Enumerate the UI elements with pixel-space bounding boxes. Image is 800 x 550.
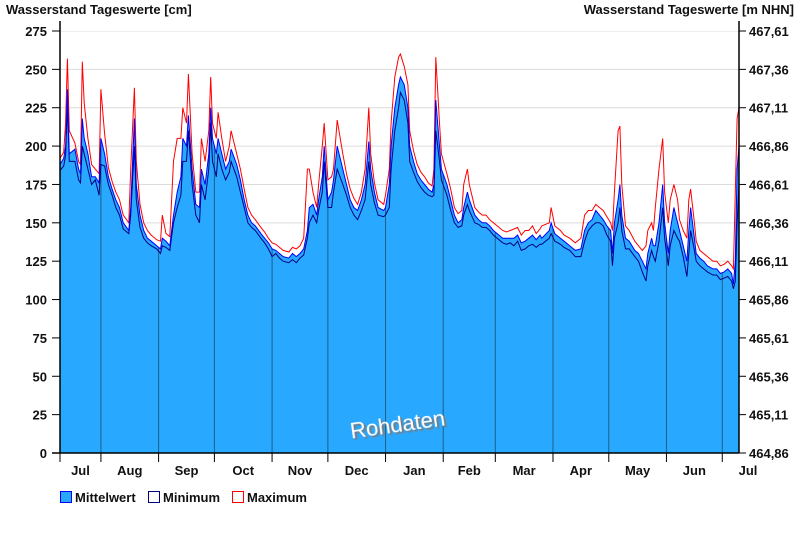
month-label: Dec bbox=[345, 463, 369, 478]
y2-tick-label: 467,36 bbox=[749, 62, 789, 77]
y2-tick-label: 466,61 bbox=[749, 177, 789, 192]
month-label: May bbox=[625, 463, 651, 478]
y2-tick-label: 467,11 bbox=[749, 101, 788, 116]
y2-tick-label: 465,11 bbox=[749, 408, 788, 423]
month-label: Jan bbox=[403, 463, 425, 478]
month-label: Sep bbox=[175, 463, 199, 478]
month-label: Apr bbox=[570, 463, 592, 478]
left-axis-title: Wasserstand Tageswerte [cm] bbox=[6, 2, 192, 17]
y-tick-label: 275 bbox=[25, 24, 47, 39]
legend-swatch-min bbox=[148, 491, 160, 503]
y-tick-label: 250 bbox=[25, 62, 47, 77]
y2-tick-label: 466,86 bbox=[749, 139, 789, 154]
y-tick-label: 0 bbox=[40, 446, 47, 461]
y-tick-label: 25 bbox=[33, 408, 47, 423]
legend-label-mean: Mittelwert bbox=[75, 490, 136, 505]
mean-line bbox=[59, 75, 740, 285]
legend-label-max: Maximum bbox=[247, 490, 307, 505]
y2-tick-label: 466,36 bbox=[749, 216, 789, 231]
minimum-line bbox=[59, 90, 740, 289]
maximum-line bbox=[59, 52, 740, 271]
mean-area-fill bbox=[60, 77, 739, 453]
y-tick-label: 75 bbox=[33, 331, 47, 346]
month-label: Feb bbox=[458, 463, 481, 478]
legend-label-min: Minimum bbox=[163, 490, 220, 505]
month-label: Mar bbox=[513, 463, 536, 478]
y-tick-label: 125 bbox=[25, 254, 47, 269]
y-tick-label: 225 bbox=[25, 101, 47, 116]
y-tick-label: 50 bbox=[33, 369, 47, 384]
month-label: Jul bbox=[739, 463, 758, 478]
y-tick-label: 100 bbox=[25, 293, 47, 308]
y2-tick-label: 465,61 bbox=[749, 331, 789, 346]
month-label: Nov bbox=[288, 463, 313, 478]
legend: Mittelwert Minimum Maximum bbox=[60, 490, 307, 505]
y2-tick-label: 465,36 bbox=[749, 369, 789, 384]
y-tick-label: 150 bbox=[25, 216, 47, 231]
y-tick-label: 200 bbox=[25, 139, 47, 154]
legend-swatch-max bbox=[232, 491, 244, 503]
right-axis-title: Wasserstand Tageswerte [m NHN] bbox=[584, 2, 794, 17]
y2-tick-label: 464,86 bbox=[749, 446, 789, 461]
y2-tick-label: 467,61 bbox=[749, 24, 789, 39]
month-label: Aug bbox=[117, 463, 142, 478]
month-label: Oct bbox=[232, 463, 254, 478]
y2-tick-label: 465,86 bbox=[749, 293, 789, 308]
legend-swatch-mean bbox=[60, 491, 72, 503]
y2-tick-label: 466,11 bbox=[749, 254, 788, 269]
month-label: Jun bbox=[683, 463, 706, 478]
y-tick-label: 175 bbox=[25, 177, 47, 192]
month-label: Jul bbox=[71, 463, 90, 478]
